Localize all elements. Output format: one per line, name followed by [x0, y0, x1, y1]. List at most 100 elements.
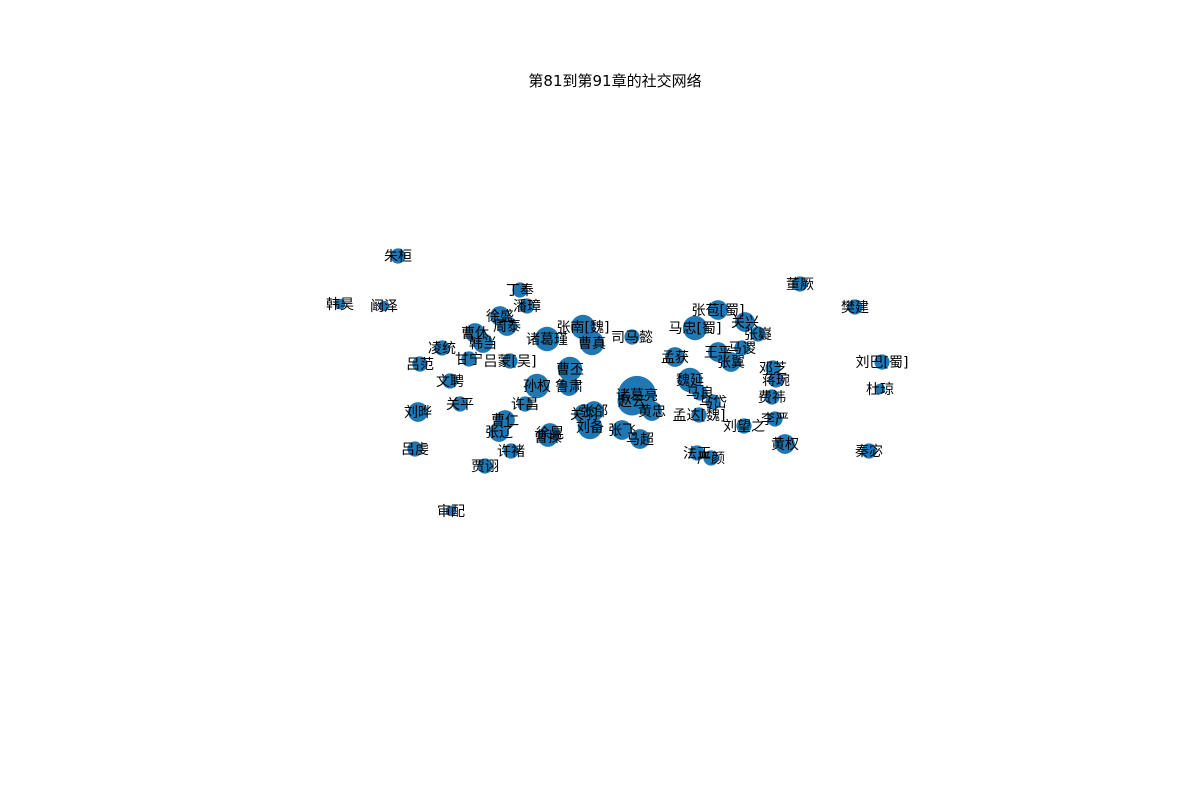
- node-mengdawei: [691, 407, 707, 423]
- node-dongjue: [792, 276, 808, 292]
- node-zhangliao: [489, 422, 509, 442]
- node-ganning: [461, 351, 477, 367]
- node-label-lvmeng: 吕蒙[吴]: [484, 354, 537, 370]
- node-label-zhoutai: 周泰: [493, 319, 521, 335]
- node-label-pangzhang: 潘璋: [513, 299, 541, 315]
- node-label-hanhao: 韩昊: [326, 297, 354, 313]
- node-label-fanjian: 樊建: [841, 300, 869, 316]
- node-label-dingfeng: 丁奉: [506, 283, 534, 299]
- node-label-lvfan: 吕范: [406, 356, 434, 373]
- node-shenpei: [445, 505, 457, 517]
- node-label-liuye: 刘晔: [404, 405, 432, 421]
- node-label-caopi: 曹丕: [556, 362, 584, 378]
- node-fanjian: [847, 299, 863, 315]
- node-lvmeng: [502, 353, 518, 369]
- node-label-caoren: 曹仁: [491, 413, 519, 429]
- node-label-yanyan: 严颜: [697, 451, 725, 467]
- node-fazheng: [689, 445, 705, 461]
- node-label-xusheng: 徐盛: [486, 309, 514, 325]
- node-label-mazhong: 马忠[蜀]: [669, 321, 722, 337]
- node-label-zhuhuan: 朱桓: [384, 249, 412, 265]
- node-hanhao: [334, 298, 346, 310]
- node-label-zhangnan: 张南[魏]: [557, 320, 610, 336]
- node-label-weiyan: 魏延: [676, 373, 704, 389]
- node-jiangwan: [768, 372, 784, 388]
- node-zhuhuan: [390, 248, 406, 264]
- node-label-caozhen: 曹真: [578, 336, 606, 352]
- node-label-huangquan: 黄权: [771, 436, 799, 453]
- node-label-zhangliao: 张辽: [485, 425, 513, 441]
- node-label-xuchang: 许昌: [511, 397, 539, 413]
- page-title: 第81到第91章的社交网络: [528, 72, 702, 90]
- node-label-duqiong: 杜琼: [866, 382, 894, 398]
- node-label-sunquan: 孙权: [523, 379, 551, 395]
- node-label-zhuge: 诸葛瑾: [526, 332, 568, 348]
- node-label-caocao: 曹操: [534, 430, 562, 446]
- node-label-xuhuang: 徐晃: [536, 426, 564, 442]
- node-caozhen: [579, 330, 605, 356]
- node-label-zhaoyun: 赵云: [618, 394, 646, 410]
- node-label-zhanghe: 张郃: [580, 404, 608, 420]
- node-xuchu: [503, 443, 519, 459]
- node-dengzhi: [765, 360, 781, 376]
- node-caocao: [538, 427, 558, 447]
- node-zhangfei: [612, 420, 632, 440]
- node-guanxing: [735, 312, 755, 332]
- node-label-liuwangzhi: 刘望之: [723, 419, 765, 435]
- node-label-mengdawei: 孟达[魏]: [673, 408, 726, 424]
- node-mazhong: [682, 315, 708, 341]
- node-label-zhangbao: 张苞[蜀]: [692, 302, 745, 319]
- node-label-simayi: 司马懿: [611, 330, 653, 346]
- node-label-dongjue: 董厥: [786, 277, 814, 293]
- node-label-luxun: 鲁肃: [555, 379, 583, 395]
- node-duqiong: [874, 383, 886, 395]
- node-zhoutai: [497, 316, 517, 336]
- node-pangzhang: [519, 298, 535, 314]
- node-label-guanyu: 关羽: [570, 407, 598, 423]
- node-liyan: [767, 411, 783, 427]
- node-sunquan: [524, 373, 550, 399]
- label-layer: 朱桓董厥丁奉韩昊 阚泽 樊建潘璋 张苞[蜀]徐盛 关兴周泰 张南[魏] 马忠[蜀] 张嶷曹休诸…: [326, 249, 908, 520]
- node-label-zhangfei: 张飞: [608, 423, 636, 439]
- node-label-qinmi: 秦宓: [855, 444, 883, 460]
- node-label-zhangyi: 张嶷: [744, 327, 772, 343]
- node-luxun: [559, 376, 579, 396]
- node-junze: [378, 300, 390, 312]
- node-label-maliang: 马良: [686, 386, 714, 402]
- node-label-caoxiu: 曹休: [461, 326, 489, 342]
- node-feiwei: [764, 389, 780, 405]
- node-handang: [473, 333, 493, 353]
- node-layer: [334, 248, 890, 517]
- node-dingfeng: [512, 282, 528, 298]
- node-label-guanxing: 关兴: [731, 315, 759, 331]
- node-label-xuchu: 许褚: [497, 444, 525, 460]
- node-machao: [630, 429, 650, 449]
- node-label-jiangwan: 蒋琬: [762, 373, 790, 389]
- node-label-shenpei: 审配: [437, 504, 465, 520]
- node-zhangyi: [750, 326, 766, 342]
- node-huangzhong: [642, 401, 662, 421]
- node-label-dengzhi: 邓芝: [759, 361, 787, 377]
- node-label-wenpin: 文聘: [436, 374, 464, 390]
- node-maliangs: [705, 394, 721, 410]
- node-guanyu: [574, 404, 594, 424]
- node-label-guanping: 关平: [446, 397, 474, 413]
- node-zhuge: [534, 326, 560, 352]
- node-liuye: [408, 402, 428, 422]
- node-label-fazheng: 法正: [683, 446, 711, 462]
- node-label-huangzhong: 黄忠: [638, 403, 666, 420]
- node-label-maiao: 马谡: [728, 341, 756, 357]
- node-simayi: [624, 329, 640, 345]
- node-liuwangzhi: [736, 418, 752, 434]
- node-qinmi: [861, 443, 877, 459]
- node-label-jiaxu: 贾诩: [471, 459, 499, 475]
- node-label-lvqian: 吕虔: [401, 442, 429, 458]
- node-zhangbao: [708, 300, 728, 320]
- node-mengda: [665, 347, 685, 367]
- node-label-wangping: 王平: [704, 345, 732, 361]
- node-zhaoyun: [617, 386, 647, 416]
- node-label-handang: 韩当: [469, 336, 497, 352]
- node-label-lingtong: 凌统: [428, 341, 456, 357]
- node-zhangyi2: [721, 352, 741, 372]
